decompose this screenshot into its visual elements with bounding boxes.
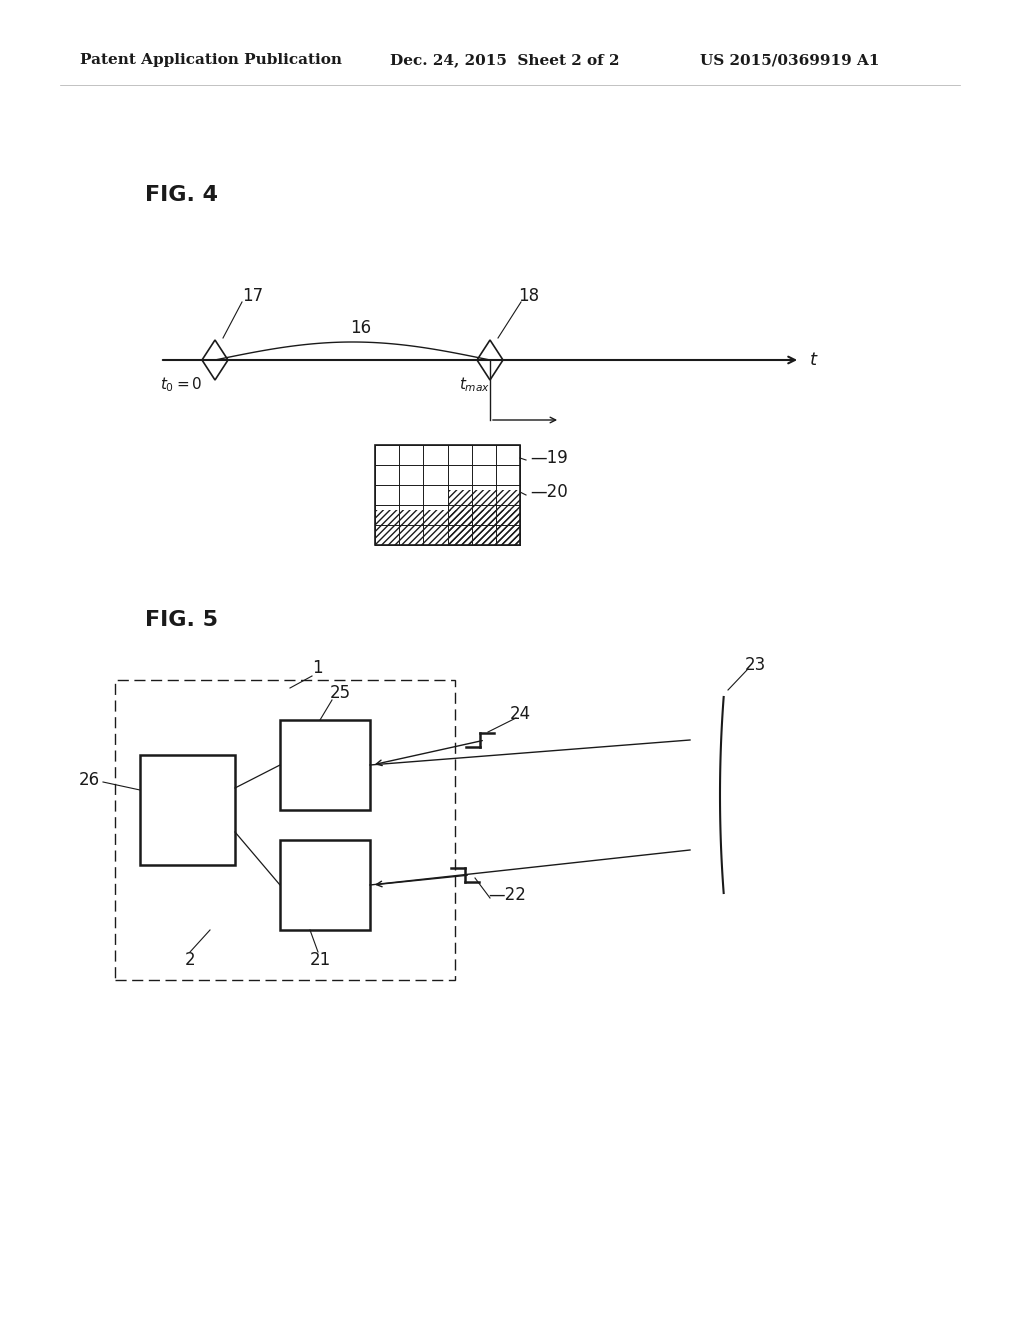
Text: 17: 17 (242, 286, 263, 305)
Text: 18: 18 (518, 286, 539, 305)
Text: Dec. 24, 2015  Sheet 2 of 2: Dec. 24, 2015 Sheet 2 of 2 (390, 53, 620, 67)
Text: 23: 23 (745, 656, 766, 675)
Text: 16: 16 (350, 319, 371, 337)
Bar (280, 719, 370, 810)
Text: —19: —19 (530, 449, 567, 467)
Bar (375, 445, 520, 545)
Text: —20: —20 (530, 483, 567, 502)
Text: 21: 21 (310, 950, 331, 969)
Bar (115, 680, 455, 979)
Text: 2: 2 (185, 950, 196, 969)
Text: 26: 26 (79, 771, 100, 789)
Text: FIG. 5: FIG. 5 (145, 610, 218, 630)
Text: $t_0 = 0$: $t_0 = 0$ (160, 376, 203, 395)
Text: t: t (810, 351, 817, 370)
Text: FIG. 4: FIG. 4 (145, 185, 218, 205)
Text: —22: —22 (488, 886, 526, 904)
Bar (280, 840, 370, 931)
Text: 24: 24 (510, 705, 531, 723)
Bar (375, 510, 520, 545)
Bar (447, 490, 520, 545)
Bar (140, 755, 234, 865)
Text: $t_{max}$: $t_{max}$ (459, 376, 490, 395)
Text: 1: 1 (312, 659, 323, 677)
Text: 25: 25 (330, 684, 351, 702)
Text: US 2015/0369919 A1: US 2015/0369919 A1 (700, 53, 880, 67)
Text: Patent Application Publication: Patent Application Publication (80, 53, 342, 67)
